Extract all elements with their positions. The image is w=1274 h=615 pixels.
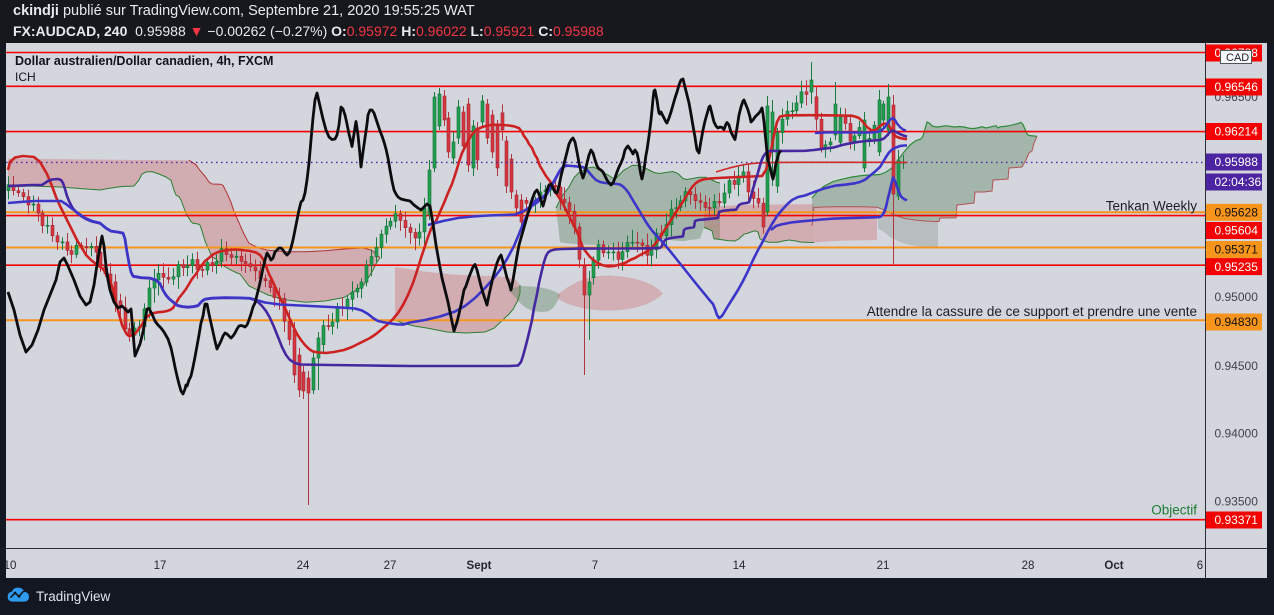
svg-text:02:04:36: 02:04:36 [1215,175,1262,189]
svg-text:28: 28 [1022,560,1035,572]
svg-text:0.95988: 0.95988 [1215,155,1259,169]
svg-text:0.93371: 0.93371 [1215,513,1259,527]
svg-text:CAD: CAD [1226,52,1249,64]
svg-text:21: 21 [877,560,890,572]
svg-text:27: 27 [384,560,397,572]
svg-text:0.94000: 0.94000 [1215,427,1259,441]
svg-text:Tenkan Weekly: Tenkan Weekly [1106,199,1198,214]
svg-text:Attendre la cassure de ce supp: Attendre la cassure de ce support et pre… [867,304,1197,319]
svg-text:0.95628: 0.95628 [1215,206,1259,220]
svg-text:0.94830: 0.94830 [1215,315,1259,329]
svg-text:0.96546: 0.96546 [1215,80,1259,94]
svg-text:0.93500: 0.93500 [1215,495,1259,509]
svg-text:10: 10 [4,560,17,572]
svg-text:0.95604: 0.95604 [1215,224,1259,238]
svg-text:24: 24 [297,560,310,572]
svg-text:17: 17 [154,560,167,572]
svg-text:Objectif: Objectif [1151,503,1197,518]
svg-text:0.94500: 0.94500 [1215,359,1259,373]
svg-text:6: 6 [1197,560,1203,572]
svg-text:Sept: Sept [467,560,492,572]
svg-text:0.95235: 0.95235 [1215,260,1259,274]
svg-text:ICH: ICH [15,70,36,84]
svg-text:7: 7 [592,560,598,572]
svg-text:0.96214: 0.96214 [1215,125,1259,139]
svg-text:14: 14 [733,560,746,572]
svg-text:Dollar australien/Dollar canad: Dollar australien/Dollar canadien, 4h, F… [15,54,273,68]
svg-text:0.95371: 0.95371 [1215,243,1259,257]
svg-text:0.95000: 0.95000 [1215,290,1259,304]
svg-text:Oct: Oct [1104,560,1123,572]
